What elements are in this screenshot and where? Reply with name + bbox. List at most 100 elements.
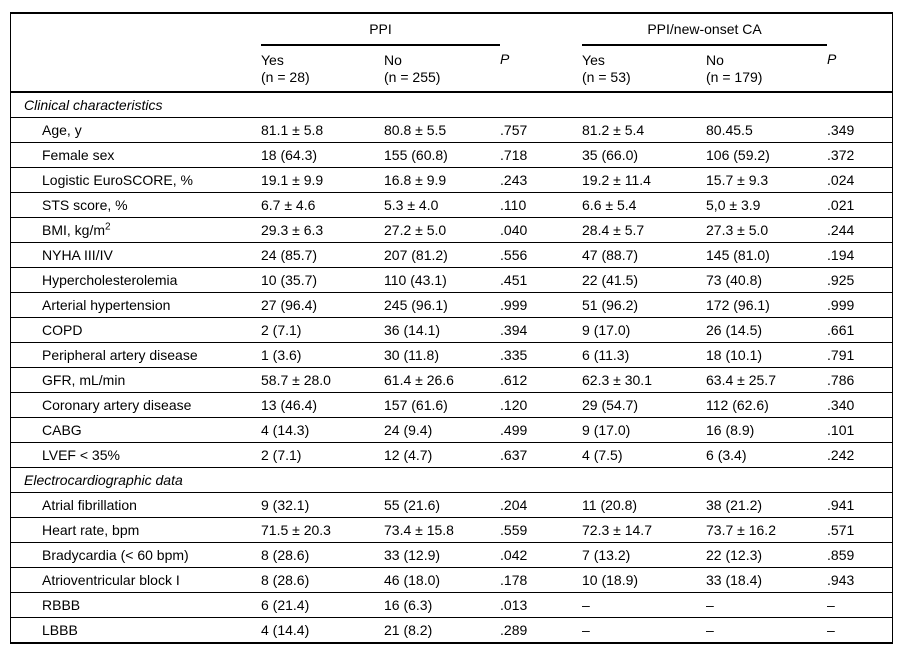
row-label: NYHA III/IV (11, 242, 261, 268)
table-row: Atrial fibrillation 9 (32.1) 55 (21.6) .204… (11, 492, 893, 518)
value-cell: 19.2 ± 11.4 (582, 167, 707, 193)
value-cell: 5.3 ± 4.0 (384, 192, 501, 218)
corner-cell (11, 14, 261, 45)
value-cell: .335 (500, 342, 583, 368)
value-cell: 10 (18.9) (582, 567, 707, 593)
row-label: Atrioventricular block I (11, 567, 261, 593)
table-header: PPI PPI/new-onset CA Yes (n = 28) No (n … (11, 14, 893, 93)
value-cell: – (582, 592, 707, 618)
value-cell: 155 (60.8) (384, 142, 501, 168)
value-cell: .757 (500, 117, 583, 143)
value-cell: 16 (6.3) (384, 592, 501, 618)
value-cell: 81.1 ± 5.8 (261, 117, 384, 143)
value-cell: 47 (88.7) (582, 242, 707, 268)
value-cell: .340 (827, 392, 893, 418)
row-label: Coronary artery disease (11, 392, 261, 418)
value-cell: .559 (500, 517, 583, 543)
value-cell: .718 (500, 142, 583, 168)
patient-characteristics-table: PPI PPI/new-onset CA Yes (n = 28) No (n … (11, 14, 893, 643)
col-header-ca-p: P (827, 45, 893, 93)
section-title: Electrocardiographic data (11, 467, 893, 493)
value-cell: 72.3 ± 14.7 (582, 517, 707, 543)
value-cell: 24 (85.7) (261, 242, 384, 268)
table-row: LBBB 4 (14.4) 21 (8.2) .289 – – – (11, 618, 892, 643)
value-cell: 63.4 ± 25.7 (706, 367, 828, 393)
p-value-header: P (500, 51, 510, 67)
value-cell: – (706, 622, 714, 638)
table-row: BMI, kg/m2 29.3 ± 6.3 27.2 ± 5.0.040 28.4 ±… (11, 217, 893, 243)
table-row: STS score, % 6.7 ± 4.6 5.3 ± 4.0.110 6.6 ± … (11, 192, 893, 218)
row-label: STS score, % (11, 192, 261, 218)
row-label: Age, y (11, 117, 261, 143)
row-label: Atrial fibrillation (11, 492, 261, 518)
table-row: Peripheral artery disease 1 (3.6) 30 (11.8… (11, 342, 893, 368)
table-row: Hypercholesterolemia 10 (35.7) 110 (43.1).… (11, 267, 893, 293)
col-header-label: No (384, 52, 402, 68)
gap-cell (500, 14, 582, 45)
table-row: CABG 4 (14.3) 24 (9.4) .499 9 (17.0) 16 (8.9)… (11, 417, 893, 443)
value-cell: 2 (7.1) (261, 442, 384, 468)
value-cell: 5,0 ± 3.9 (706, 192, 828, 218)
value-cell: .999 (827, 292, 893, 318)
value-cell: 80.45.5 (706, 117, 828, 143)
value-cell: 6 (3.4) (706, 442, 828, 468)
value-cell: 1 (3.6) (261, 342, 384, 368)
value-cell: .242 (827, 442, 893, 468)
value-cell: 46 (18.0) (384, 567, 501, 593)
row-label: RBBB (11, 592, 261, 618)
col-header-n: (n = 28) (261, 69, 310, 85)
value-cell: 16 (8.9) (706, 417, 828, 443)
value-cell: 18 (64.3) (261, 142, 384, 168)
value-cell: 13 (46.4) (261, 392, 384, 418)
value-cell: .243 (500, 167, 583, 193)
value-cell: .499 (500, 417, 583, 443)
col-header-ca-yes: Yes (n = 53) (582, 45, 707, 93)
value-cell: 6.7 ± 4.6 (261, 192, 384, 218)
value-cell: .024 (827, 167, 893, 193)
row-label: LBBB (42, 622, 78, 638)
value-cell: .110 (500, 192, 583, 218)
value-cell: 24 (9.4) (384, 417, 501, 443)
col-header-label: No (706, 52, 724, 68)
value-cell: .244 (827, 217, 893, 243)
label-superscript: 2 (105, 221, 111, 233)
value-cell: 30 (11.8) (384, 342, 501, 368)
value-cell: 112 (62.6) (706, 392, 828, 418)
value-cell: 73.4 ± 15.8 (384, 517, 501, 543)
value-cell: 6.6 ± 5.4 (582, 192, 707, 218)
value-cell: .042 (500, 542, 583, 568)
value-cell: 26 (14.5) (706, 317, 828, 343)
value-cell: .013 (500, 592, 583, 618)
value-cell: .021 (827, 192, 893, 218)
value-cell: – (827, 592, 893, 618)
row-label: Peripheral artery disease (11, 342, 261, 368)
value-cell: 110 (43.1) (384, 267, 501, 293)
value-cell: .661 (827, 317, 893, 343)
value-cell: 33 (12.9) (384, 542, 501, 568)
row-label: Arterial hypertension (11, 292, 261, 318)
value-cell: .571 (827, 517, 893, 543)
col-header-ppi-yes: Yes (n = 28) (261, 45, 384, 93)
empty-label-header (11, 45, 261, 93)
section-header-row: Electrocardiographic data (11, 467, 893, 493)
table-row: Logistic EuroSCORE, % 19.1 ± 9.9 16.8 ± 9.… (11, 167, 893, 193)
value-cell: 27.2 ± 5.0 (384, 217, 501, 243)
value-cell: 81.2 ± 5.4 (582, 117, 707, 143)
value-cell: 8 (28.6) (261, 567, 384, 593)
value-cell: 9 (17.0) (582, 417, 707, 443)
value-cell: 51 (96.2) (582, 292, 707, 318)
value-cell: 29 (54.7) (582, 392, 707, 418)
gap-cell (827, 14, 892, 45)
col-header-label: Yes (582, 52, 605, 68)
col-header-n: (n = 179) (706, 69, 763, 85)
table-row: Age, y 81.1 ± 5.8 80.8 ± 5.5.757 81.2 ± 5.4… (11, 117, 893, 143)
row-label: Bradycardia (< 60 bpm) (11, 542, 261, 568)
row-label: COPD (11, 317, 261, 343)
table-row: COPD 2 (7.1) 36 (14.1) .394 9 (17.0) 26 (14.5… (11, 317, 893, 343)
col-header-n: (n = 255) (384, 69, 441, 85)
col-header-ppi-no: No (n = 255) (384, 45, 501, 93)
value-cell: .999 (500, 292, 583, 318)
value-cell: – (706, 592, 828, 618)
row-label: CABG (11, 417, 261, 443)
value-cell: .941 (827, 492, 893, 518)
